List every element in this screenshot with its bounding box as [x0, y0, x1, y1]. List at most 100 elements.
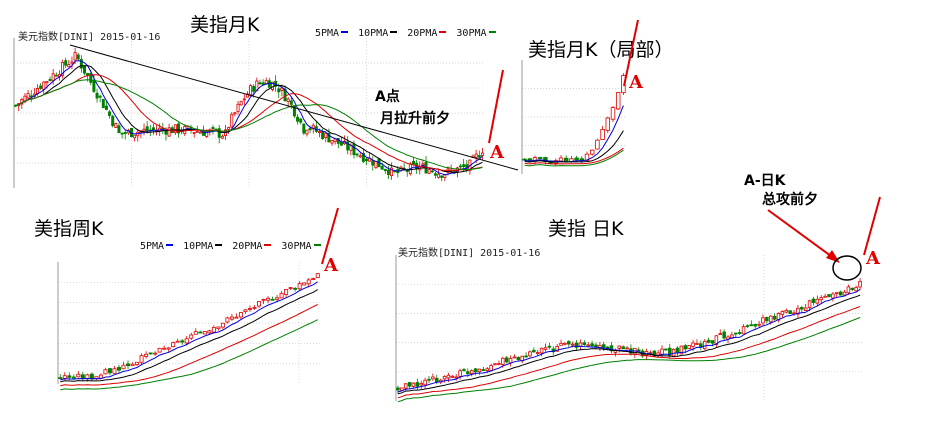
candle: [195, 130, 199, 133]
candle: [737, 332, 742, 334]
candle: [54, 74, 58, 77]
candle: [563, 342, 567, 345]
candle: [433, 173, 437, 176]
candle: [600, 128, 605, 140]
annotation-assault-eve: 总攻前夕: [762, 192, 818, 208]
candle: [706, 339, 711, 343]
weekly-red-stroke: [321, 207, 339, 265]
candle: [714, 335, 719, 345]
candle: [175, 340, 180, 343]
candle: [559, 342, 563, 346]
candle: [819, 297, 823, 301]
candle: [107, 368, 112, 374]
candle: [248, 308, 252, 310]
candle: [834, 292, 839, 295]
candle: [473, 368, 478, 373]
candle: [590, 343, 594, 347]
weekly-marker-a: A: [324, 255, 338, 276]
candle: [823, 295, 827, 298]
candle: [202, 331, 207, 335]
annotation-month-eve: 月拉升前夕: [380, 111, 450, 127]
candle: [311, 124, 315, 130]
candle: [70, 61, 74, 64]
candle: [734, 332, 738, 335]
candle: [595, 139, 600, 150]
candle: [48, 79, 52, 81]
ma5-line: [524, 105, 624, 163]
candle: [216, 326, 221, 330]
candle: [126, 363, 130, 367]
candle: [396, 387, 400, 391]
ma10-line: [60, 289, 318, 383]
candle: [615, 92, 621, 110]
candle: [691, 342, 695, 347]
candle: [305, 129, 309, 135]
candle: [474, 153, 478, 158]
candle: [601, 344, 606, 348]
legend-30pma: 30PMA: [281, 241, 312, 252]
candle: [516, 357, 521, 360]
candle: [39, 85, 43, 89]
candle: [582, 342, 587, 345]
candle: [166, 347, 171, 350]
candle: [225, 317, 230, 323]
candle: [315, 273, 320, 279]
candle: [220, 135, 224, 139]
candle: [710, 340, 715, 344]
candle: [117, 367, 121, 371]
candle: [289, 100, 293, 105]
candle: [29, 95, 33, 98]
candle: [173, 124, 177, 133]
candle: [71, 376, 76, 379]
candle: [61, 61, 65, 76]
candle: [695, 343, 699, 345]
candle: [501, 357, 505, 365]
candle: [117, 125, 121, 134]
candle: [302, 282, 307, 286]
candle: [239, 100, 243, 106]
candle: [180, 340, 185, 343]
candle: [108, 111, 112, 116]
candle: [811, 298, 816, 303]
candle: [477, 155, 481, 158]
candle: [423, 379, 427, 386]
candle: [98, 374, 103, 379]
candle: [427, 169, 431, 174]
candle: [346, 141, 350, 151]
candle: [636, 349, 641, 352]
monthly-trendline: [69, 44, 519, 171]
candle: [815, 298, 820, 304]
candle: [142, 128, 146, 132]
candle: [412, 160, 415, 165]
candle: [245, 93, 249, 98]
daily-chart-header: 美元指数[DINI] 2015-01-16: [398, 248, 541, 259]
candle: [768, 315, 773, 323]
candle: [123, 132, 127, 134]
candle: [296, 116, 300, 122]
candle: [95, 92, 99, 99]
candle: [171, 342, 176, 347]
candle: [390, 167, 394, 177]
candle: [431, 376, 435, 380]
candle: [64, 60, 68, 66]
candle: [193, 331, 198, 335]
candle: [535, 352, 540, 354]
candle: [780, 311, 785, 315]
candle: [111, 115, 115, 127]
legend-5pma: 5PMA: [140, 241, 165, 252]
candle: [477, 368, 482, 373]
candle: [745, 325, 750, 328]
monthly-marker-a: A: [490, 142, 504, 163]
candle: [749, 324, 754, 327]
candle: [121, 364, 126, 370]
monthly-chart: [13, 38, 484, 188]
candle: [148, 352, 153, 355]
candle: [555, 346, 559, 352]
candle: [675, 347, 680, 353]
ma30-line: [397, 317, 861, 403]
candle: [450, 375, 455, 378]
candle: [242, 98, 246, 101]
legend-20pma: 20PMA: [407, 28, 438, 39]
candle: [45, 81, 49, 84]
candle: [403, 383, 408, 389]
